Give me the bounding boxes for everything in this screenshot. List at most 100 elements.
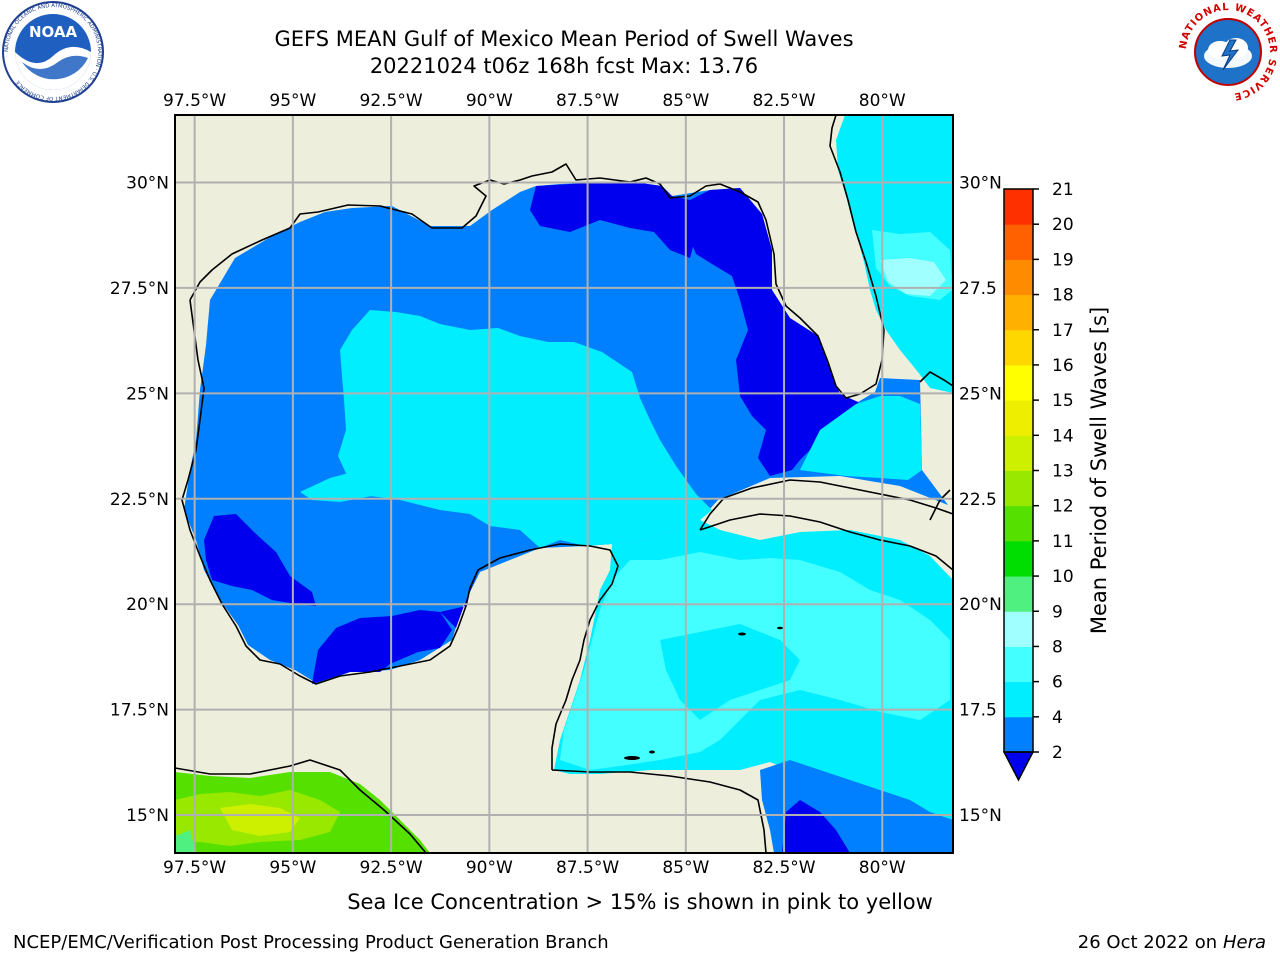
gulf-period-4-6 — [338, 310, 712, 548]
lon-label-bottom: 82.5°W — [752, 858, 815, 878]
colorbar-segment — [1004, 329, 1033, 366]
lat-label-right: 22.5 — [959, 490, 997, 510]
lat-label-left: 20°N — [126, 595, 169, 615]
lon-label-top: 85°W — [662, 91, 709, 111]
lon-label-top: 95°W — [269, 91, 316, 111]
colorbar-segment — [1004, 259, 1033, 296]
lat-label-right: 30°N — [959, 173, 1002, 193]
lat-label-left: 22.5°N — [110, 490, 169, 510]
lat-label-left: 27.5°N — [110, 279, 169, 299]
colorbar-tick-label: 18 — [1052, 286, 1074, 306]
colorbar-segment — [1004, 540, 1033, 577]
colorbar-segment — [1004, 576, 1033, 612]
straits-period-4-6 — [800, 396, 922, 480]
lon-label-bottom: 87.5°W — [556, 858, 619, 878]
sea-ice-note: Sea Ice Concentration > 15% is shown in … — [347, 890, 933, 914]
lon-label-bottom: 95°W — [269, 858, 316, 878]
colorbar-tick-label: 17 — [1052, 321, 1074, 341]
coastline-cuba — [699, 479, 953, 571]
lat-label-right: 27.5 — [959, 279, 997, 299]
lon-label-bottom: 90°W — [466, 858, 513, 878]
caribbean-period-under-2-south — [782, 800, 850, 853]
colorbar-tick-label: 9 — [1052, 602, 1063, 622]
map-tick-labels: 97.5°W 97.5°W 95°W 95°W 92.5°W 92.5°W 90°W 90°W… — [110, 91, 1002, 878]
lon-label-bottom: 97.5°W — [163, 858, 226, 878]
colorbar-tick-label: 12 — [1052, 497, 1074, 517]
colorbar-segment — [1004, 646, 1033, 683]
caribbean-period-4-6-patch — [660, 624, 800, 720]
colorbar-tick-label: 13 — [1052, 462, 1074, 482]
noaa-logo: NOAA NATIONAL OCEANIC AND ATMOSPHERIC AD… — [2, 1, 104, 103]
map-frame — [174, 114, 954, 854]
lat-label-right: 17.5 — [959, 701, 997, 721]
colorbar-tick-label: 8 — [1052, 637, 1063, 657]
colorbar-segment — [1004, 189, 1033, 225]
colorbar-tick-label: 21 — [1052, 180, 1074, 200]
colorbar-segment — [1004, 400, 1033, 436]
lat-label-right: 20°N — [959, 595, 1002, 615]
footer-left: NCEP/EMC/Verification Post Processing Pr… — [13, 932, 609, 953]
nws-logo: NATIONAL WEATHER SERVICE — [1178, 2, 1277, 102]
island-honduras — [624, 756, 640, 760]
lat-label-left: 15°N — [126, 806, 169, 826]
svg-text:NOAA: NOAA — [29, 23, 78, 41]
footer-host: Hera — [1222, 932, 1266, 953]
lat-label-left: 17.5°N — [110, 701, 169, 721]
colorbar-segment — [1004, 716, 1033, 753]
gulf-period-under-2-sw — [204, 514, 316, 606]
island-cayman-1 — [738, 632, 746, 636]
colorbar-tick-label: 4 — [1052, 708, 1063, 728]
lat-label-left: 30°N — [126, 173, 169, 193]
gulf-period-under-2-ne — [530, 181, 700, 258]
gulf-period-under-2-fl-shelf — [686, 188, 860, 476]
coastline-central-america — [175, 759, 767, 853]
footer-right: 26 Oct 2022 on Hera — [1078, 932, 1266, 953]
colorbar-label: Mean Period of Swell Waves [s] — [1087, 307, 1111, 634]
colorbar-under-arrow — [1002, 751, 1035, 782]
colorbar: 2 4 6 8 9 10 11 12 13 14 15 16 17 18 19 20 21 Mean Period… — [1002, 180, 1111, 782]
pacific-period-13-14 — [220, 804, 300, 836]
colorbar-segment — [1004, 224, 1033, 260]
colorbar-tick-label: 14 — [1052, 426, 1074, 446]
lon-label-top: 82.5°W — [752, 91, 815, 111]
colorbar-segment — [1004, 294, 1033, 331]
lon-label-top: 92.5°W — [360, 91, 423, 111]
gulf-period-4-6-edge — [300, 470, 372, 502]
colorbar-tick-label: 20 — [1052, 215, 1074, 235]
colorbar-segment — [1004, 364, 1033, 401]
colorbar-segment — [1004, 681, 1033, 718]
lon-label-bottom: 85°W — [662, 858, 709, 878]
lat-label-right: 25°N — [959, 384, 1002, 404]
lat-label-left: 25°N — [126, 384, 169, 404]
colorbar-tick-label: 10 — [1052, 567, 1074, 587]
lat-label-right: 15°N — [959, 806, 1002, 826]
lon-label-top: 97.5°W — [163, 91, 226, 111]
colorbar-tick-label: 15 — [1052, 391, 1074, 411]
lon-label-top: 80°W — [859, 91, 906, 111]
atlantic-period-8-9 — [880, 258, 946, 296]
chart-subtitle: 20221024 t06z 168h fcst Max: 13.76 — [369, 54, 759, 78]
lon-label-top: 87.5°W — [556, 91, 619, 111]
colorbar-segment — [1004, 611, 1033, 647]
pacific-period-9-10 — [175, 830, 196, 853]
island-cayman-2 — [777, 626, 783, 630]
lon-label-bottom: 80°W — [859, 858, 906, 878]
lon-label-top: 90°W — [466, 91, 513, 111]
island-mosquitia — [649, 750, 655, 754]
footer-date: 26 Oct 2022 on — [1077, 932, 1223, 953]
gulf-period-under-2-south — [440, 574, 478, 628]
lon-label-bottom: 92.5°W — [360, 858, 423, 878]
colorbar-tick-label: 16 — [1052, 356, 1074, 376]
colorbar-tick-label: 6 — [1052, 673, 1063, 693]
colorbar-tick-label: 11 — [1052, 532, 1074, 552]
colorbar-segment — [1004, 505, 1033, 542]
colorbar-tick-label: 2 — [1052, 743, 1063, 763]
colorbar-segment — [1004, 470, 1033, 507]
chart-title: GEFS MEAN Gulf of Mexico Mean Period of … — [274, 27, 854, 51]
colorbar-tick-label: 19 — [1052, 250, 1074, 270]
graticule — [175, 115, 953, 853]
coastline-bahamas — [919, 371, 953, 521]
coastline-gulf-west — [181, 299, 619, 770]
colorbar-segment — [1004, 435, 1033, 471]
